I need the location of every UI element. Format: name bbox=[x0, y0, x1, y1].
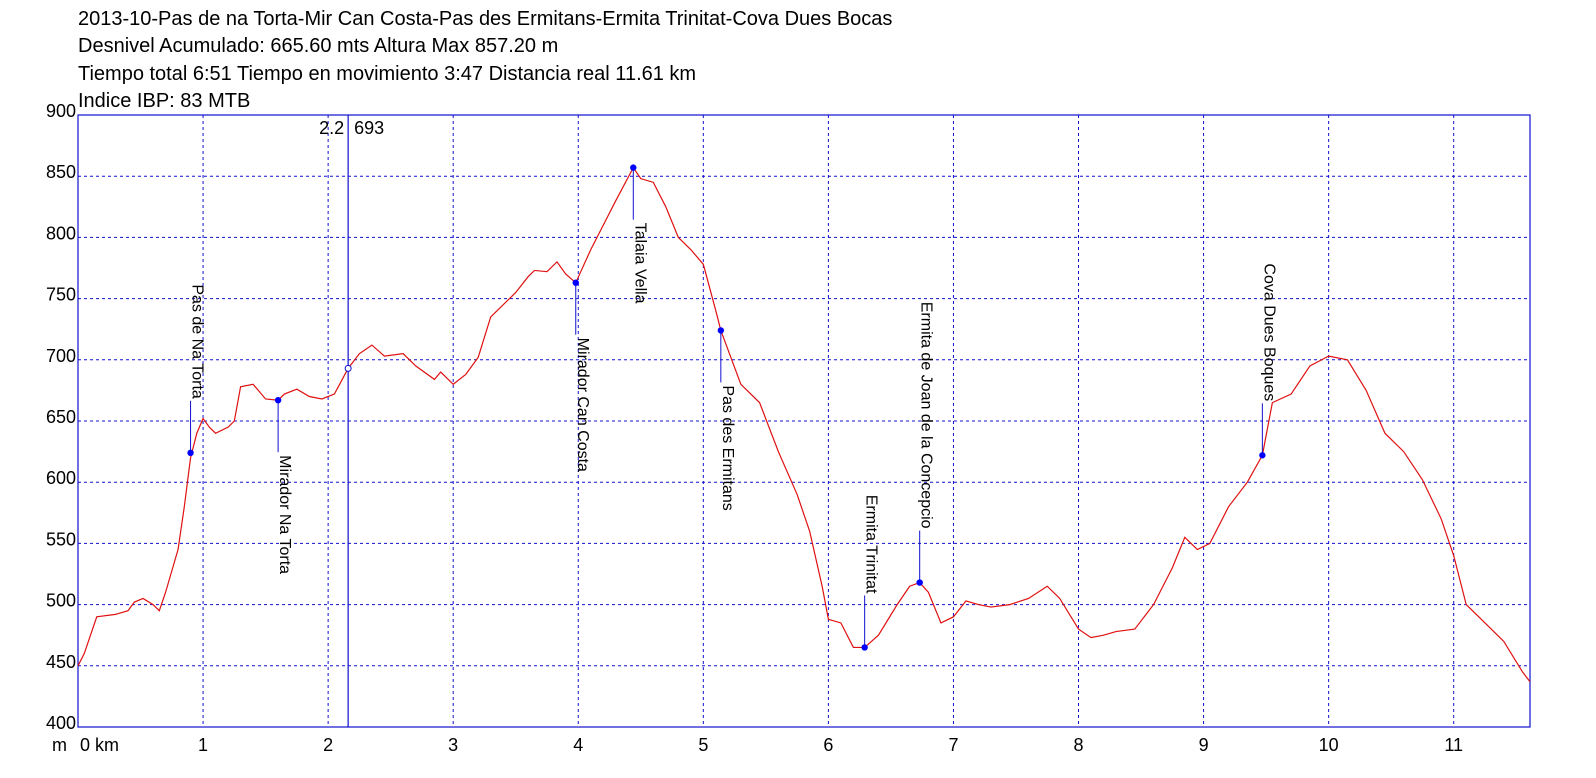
waypoint-marker bbox=[187, 449, 194, 457]
waypoint-marker bbox=[916, 579, 923, 586]
y-tick-label: 700 bbox=[46, 346, 76, 366]
x-tick-label: 3 bbox=[448, 735, 458, 755]
chart-subtitle: Desnivel Acumulado: 665.60 mts Altura Ma… bbox=[78, 35, 558, 57]
x-tick-label: 0 km bbox=[80, 735, 119, 755]
y-tick-label: 850 bbox=[46, 162, 76, 182]
waypoint-marker bbox=[861, 644, 868, 651]
x-tick-label: 6 bbox=[823, 735, 833, 755]
waypoint-marker bbox=[274, 396, 282, 404]
waypoint-marker bbox=[717, 327, 725, 334]
x-tick-label: 9 bbox=[1199, 735, 1209, 755]
waypoint-marker bbox=[572, 279, 579, 286]
waypoint-label: Mirador Can Costa bbox=[574, 338, 591, 472]
cursor-y-label: 693 bbox=[354, 118, 384, 138]
x-tick-label: 11 bbox=[1444, 735, 1463, 755]
cursor-point bbox=[344, 364, 352, 372]
waypoint-marker bbox=[1259, 452, 1266, 459]
y-tick-label: 650 bbox=[46, 407, 76, 427]
waypoint-label: Pas de Na Torta bbox=[189, 284, 206, 399]
x-tick-label: 10 bbox=[1319, 735, 1339, 755]
y-tick-label: 400 bbox=[46, 713, 76, 733]
y-tick-label: 450 bbox=[46, 652, 76, 672]
x-tick-label: 4 bbox=[573, 735, 583, 755]
waypoint-label: Ermita Trinitat bbox=[863, 495, 880, 594]
x-tick-label: 7 bbox=[948, 735, 958, 755]
x-tick-label: 2 bbox=[323, 735, 333, 755]
waypoint-label: Ermita de Joan de la Concepcio bbox=[918, 302, 935, 529]
chart-title: 2013-10-Pas de na Torta-Mir Can Costa-Pa… bbox=[78, 8, 892, 30]
y-unit: m bbox=[52, 735, 67, 755]
x-tick-label: 1 bbox=[198, 735, 208, 755]
waypoint-label: Mirador Na Torta bbox=[276, 455, 293, 574]
y-tick-label: 550 bbox=[46, 529, 76, 549]
waypoint-label: Talaia Vella bbox=[631, 223, 648, 304]
y-tick-label: 750 bbox=[46, 285, 76, 305]
waypoint-label: Cova Dues Boques bbox=[1260, 263, 1277, 401]
chart-subtitle: Tiempo total 6:51 Tiempo en movimiento 3… bbox=[78, 63, 696, 85]
y-tick-label: 800 bbox=[46, 223, 76, 243]
waypoint-label: Pas des Ermitans bbox=[719, 385, 736, 510]
x-tick-label: 5 bbox=[698, 735, 708, 755]
y-tick-label: 600 bbox=[46, 468, 76, 488]
y-tick-label: 500 bbox=[46, 591, 76, 611]
plot-frame bbox=[77, 114, 1531, 728]
x-tick-label: 8 bbox=[1074, 735, 1084, 755]
cursor-x-label: 2.2 bbox=[319, 118, 344, 138]
y-tick-label: 900 bbox=[46, 101, 76, 121]
waypoint-marker bbox=[630, 164, 637, 171]
elevation-line bbox=[77, 166, 1531, 683]
chart-subtitle: Indice IBP: 83 MTB bbox=[78, 90, 250, 112]
